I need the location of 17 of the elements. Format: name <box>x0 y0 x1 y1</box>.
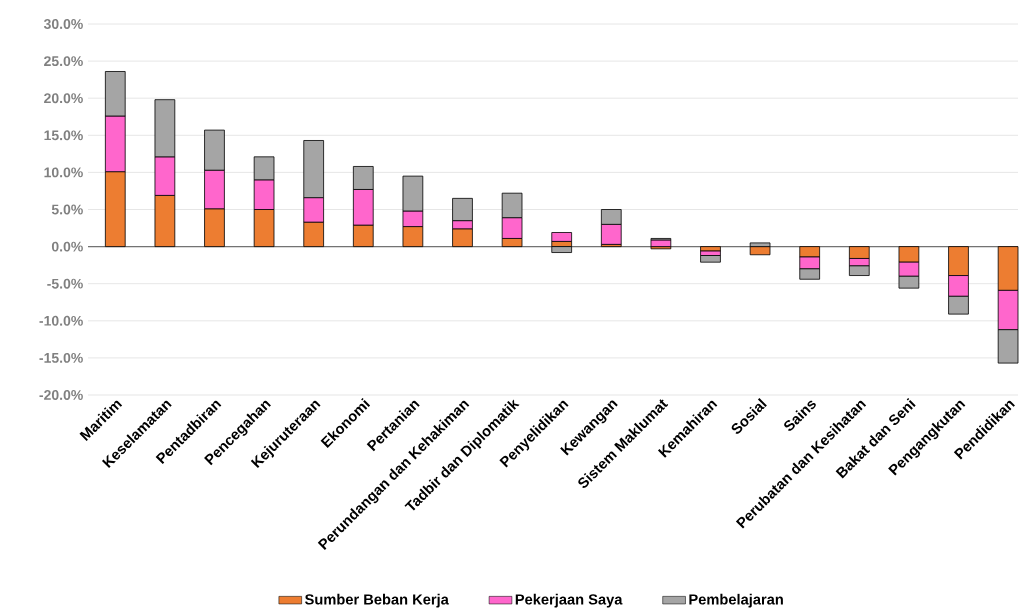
y-tick-label: -5.0% <box>47 278 83 289</box>
y-tick-label: 5.0% <box>51 204 83 215</box>
legend-label: Pembelajaran <box>689 593 783 608</box>
bar <box>749 246 771 256</box>
y-tick-label: 10.0% <box>44 167 83 178</box>
y-tick-label: 20.0% <box>44 93 83 104</box>
legend-label: Sumber Beban Kerja <box>305 593 449 608</box>
y-tick-label: 0.0% <box>51 241 83 252</box>
y-tick-label: 30.0% <box>43 19 83 29</box>
y-tick-label: 15.0% <box>44 130 83 141</box>
y-tick-label: 25.0% <box>44 56 83 67</box>
bar <box>551 232 573 242</box>
legend-label: Pekerjaan Saya <box>515 593 623 608</box>
y-tick-label: -15.0% <box>39 352 83 363</box>
bar <box>551 246 573 253</box>
y-tick-label: -20.0% <box>39 390 83 400</box>
y-tick-label: -10.0% <box>39 315 83 326</box>
